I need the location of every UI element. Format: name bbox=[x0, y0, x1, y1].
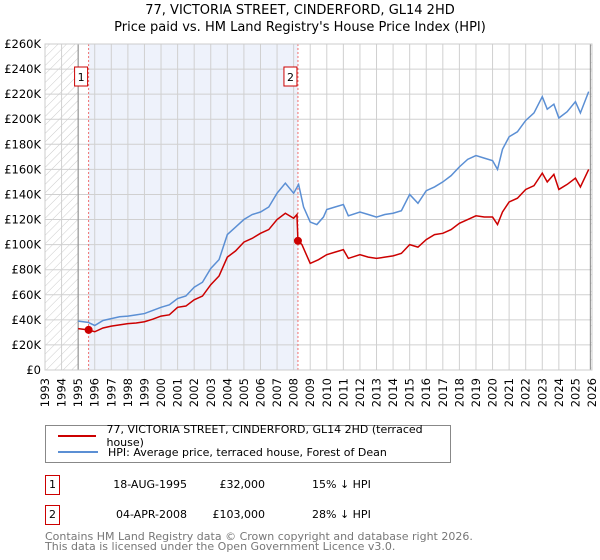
x-tick-label: 2006 bbox=[253, 378, 267, 407]
x-tick-label: 2023 bbox=[535, 378, 549, 407]
x-tick-label: 2019 bbox=[469, 378, 483, 407]
chart-title: 77, VICTORIA STREET, CINDERFORD, GL14 2H… bbox=[145, 3, 455, 18]
x-tick-label: 1997 bbox=[104, 378, 118, 407]
y-tick-label: £80K bbox=[12, 263, 42, 277]
y-tick-label: £40K bbox=[12, 313, 42, 327]
legend-label: 77, VICTORIA STREET, CINDERFORD, GL14 2H… bbox=[106, 423, 423, 449]
x-tick-label: 1999 bbox=[137, 378, 151, 407]
x-tick-label: 2003 bbox=[204, 378, 218, 407]
chart-subtitle: Price paid vs. HM Land Registry's House … bbox=[114, 20, 486, 35]
x-tick-label: 2016 bbox=[419, 378, 433, 407]
x-tick-label: 2004 bbox=[220, 378, 234, 407]
hpi-line bbox=[78, 91, 590, 327]
x-tick-label: 2015 bbox=[403, 378, 417, 407]
x-tick-label: 2020 bbox=[486, 378, 500, 407]
y-tick-label: £140K bbox=[4, 187, 41, 201]
sale-date: 18-AUG-1995 bbox=[113, 478, 187, 491]
sale-label-box bbox=[74, 66, 89, 87]
sale-label-box bbox=[283, 66, 298, 87]
plot-border bbox=[44, 43, 593, 371]
sale-marker-badge: 2 bbox=[45, 505, 60, 525]
x-tick-label: 2021 bbox=[502, 378, 516, 407]
property-price-line bbox=[78, 169, 590, 333]
y-tick-label: £200K bbox=[4, 112, 41, 126]
x-tick-label: 2005 bbox=[237, 378, 251, 407]
x-tick-label: 2014 bbox=[386, 378, 400, 407]
x-tick-label: 1998 bbox=[121, 378, 135, 407]
x-tick-label: 1994 bbox=[55, 378, 69, 407]
x-tick-label: 2008 bbox=[287, 378, 301, 407]
x-tick-label: 2002 bbox=[187, 378, 201, 407]
legend-swatch-blue bbox=[58, 451, 98, 453]
sale-hpi-diff: 15% ↓ HPI bbox=[312, 478, 371, 491]
x-tick-label: 2011 bbox=[336, 378, 350, 407]
x-tick-label: 2001 bbox=[171, 378, 185, 407]
x-tick-label: 2009 bbox=[303, 378, 317, 407]
x-tick-label: 1995 bbox=[71, 378, 85, 407]
y-tick-label: £260K bbox=[4, 37, 41, 51]
legend: 77, VICTORIA STREET, CINDERFORD, GL14 2H… bbox=[45, 423, 451, 463]
sale-label: 1 bbox=[78, 71, 85, 84]
x-tick-label: 1993 bbox=[38, 378, 52, 407]
y-tick-label: £120K bbox=[4, 213, 41, 227]
x-tick-label: 2000 bbox=[154, 378, 168, 407]
sale-point-marker bbox=[84, 325, 93, 334]
y-tick-label: £160K bbox=[4, 162, 41, 176]
x-tick-label: 2010 bbox=[320, 378, 334, 407]
legend-swatch-red bbox=[58, 435, 97, 437]
sale-date: 04-APR-2008 bbox=[115, 508, 187, 521]
x-tick-label: 2018 bbox=[452, 378, 466, 407]
y-tick-label: £20K bbox=[12, 338, 42, 352]
ownership-shading bbox=[88, 44, 298, 370]
y-tick-label: £180K bbox=[4, 137, 41, 151]
hatched-region-after-data bbox=[590, 44, 592, 370]
legend-item-property: 77, VICTORIA STREET, CINDERFORD, GL14 2H… bbox=[58, 423, 450, 449]
sale-row: 2 04-APR-2008 £103,000 28% ↓ HPI bbox=[45, 505, 465, 525]
sale-marker-badge: 1 bbox=[45, 475, 60, 495]
footer-licence: This data is licensed under the Open Gov… bbox=[45, 540, 396, 553]
x-tick-label: 2024 bbox=[552, 378, 566, 407]
sale-label: 2 bbox=[287, 71, 294, 84]
x-tick-label: 2012 bbox=[353, 378, 367, 407]
y-tick-label: £100K bbox=[4, 238, 41, 252]
x-tick-label: 2025 bbox=[568, 378, 582, 407]
x-tick-label: 2026 bbox=[585, 378, 599, 407]
y-tick-label: £220K bbox=[4, 87, 41, 101]
x-tick-label: 2013 bbox=[370, 378, 384, 407]
sale-price: £32,000 bbox=[219, 478, 266, 491]
sale-row: 1 18-AUG-1995 £32,000 15% ↓ HPI bbox=[45, 475, 465, 495]
legend-label: HPI: Average price, terraced house, Fore… bbox=[108, 445, 387, 459]
y-tick-label: £60K bbox=[12, 288, 42, 302]
x-tick-label: 2022 bbox=[519, 378, 533, 407]
y-tick-label: £240K bbox=[4, 62, 41, 76]
footer-copyright: Contains HM Land Registry data © Crown c… bbox=[45, 530, 473, 543]
x-tick-label: 2007 bbox=[270, 378, 284, 407]
y-tick-label: £0 bbox=[26, 363, 41, 377]
x-tick-label: 2017 bbox=[436, 378, 450, 407]
sale-point-marker bbox=[293, 236, 302, 245]
x-tick-label: 1996 bbox=[88, 378, 102, 407]
legend-item-hpi: HPI: Average price, terraced house, Fore… bbox=[58, 445, 387, 459]
sale-price: £103,000 bbox=[212, 508, 266, 521]
sale-hpi-diff: 28% ↓ HPI bbox=[312, 508, 371, 521]
price-chart: 1993 1994 1995 1996 1997 1998 1999 2000 2001 2002… bbox=[4, 37, 599, 407]
